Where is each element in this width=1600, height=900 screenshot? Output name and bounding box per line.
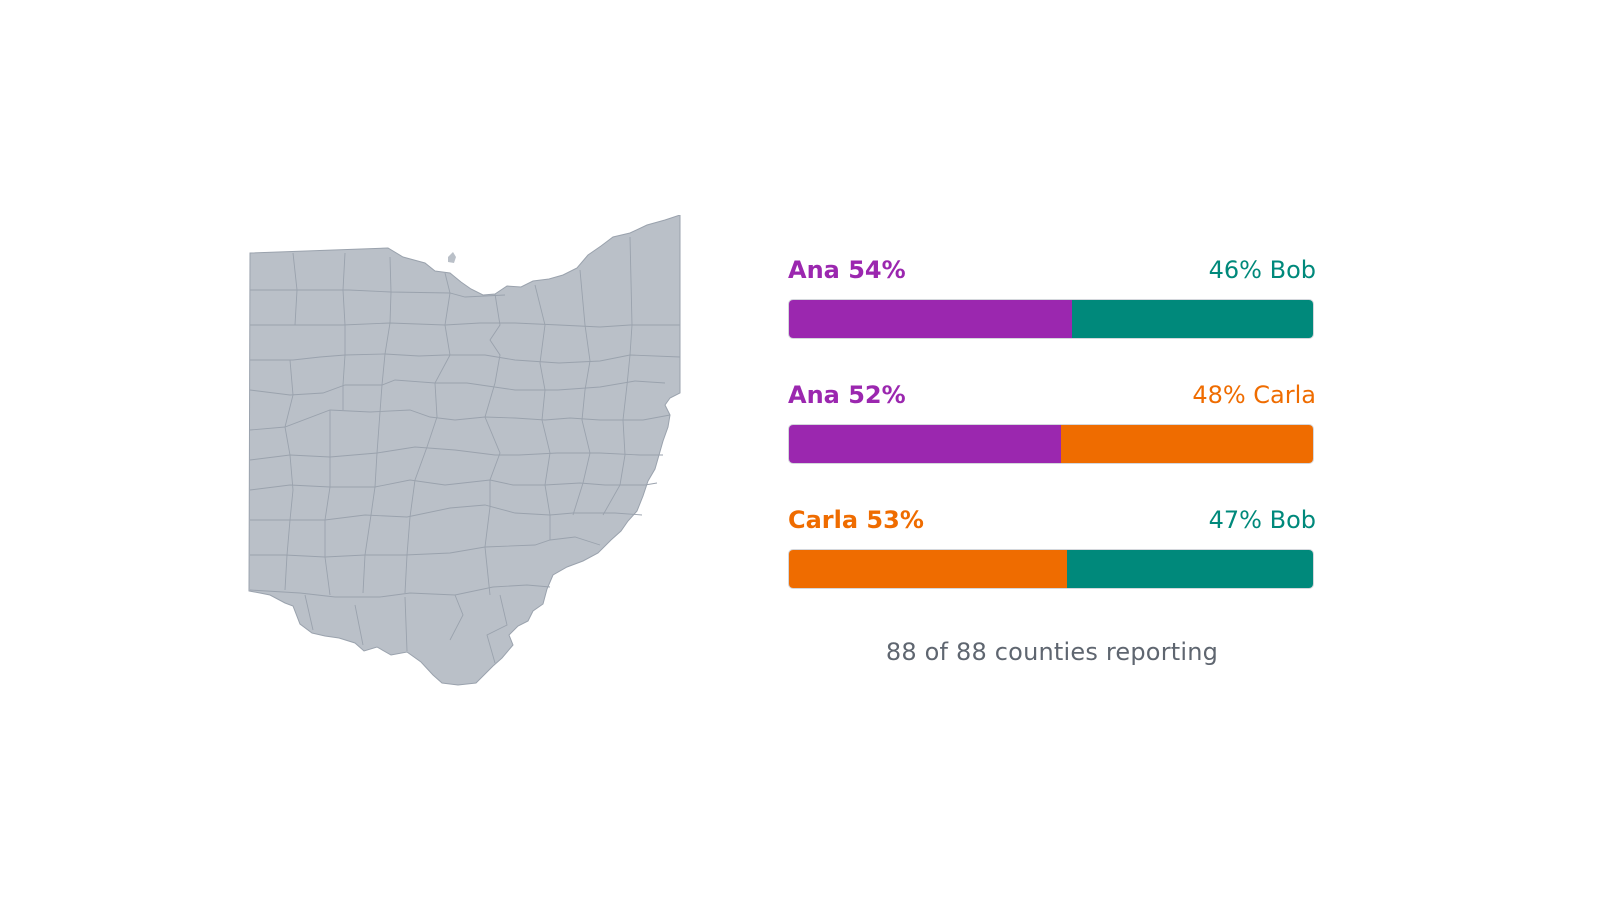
left-candidate-bar-segment bbox=[789, 300, 1072, 338]
right-candidate-bar-segment bbox=[1066, 550, 1313, 588]
lake-erie-island-icon bbox=[448, 252, 456, 263]
ohio-county-map-icon bbox=[245, 215, 690, 695]
matchup-row: Ana 52% 48% Carla bbox=[788, 380, 1316, 505]
matchup-row: Carla 53% 47% Bob bbox=[788, 505, 1316, 630]
matchup-bar bbox=[788, 549, 1314, 589]
counties-reporting-status: 88 of 88 counties reporting bbox=[885, 638, 1219, 666]
left-candidate-label: Carla 53% bbox=[788, 506, 924, 534]
county-borders bbox=[249, 236, 681, 664]
ohio-state-shape bbox=[248, 215, 681, 686]
right-candidate-bar-segment bbox=[1061, 425, 1313, 463]
matchup-row: Ana 54% 46% Bob bbox=[788, 255, 1316, 380]
right-candidate-label: 46% Bob bbox=[1208, 256, 1316, 284]
matchup-bar bbox=[788, 424, 1314, 464]
right-candidate-label: 48% Carla bbox=[1192, 381, 1316, 409]
left-candidate-label: Ana 54% bbox=[788, 256, 906, 284]
left-candidate-bar-segment bbox=[789, 550, 1067, 588]
right-candidate-bar-segment bbox=[1071, 300, 1313, 338]
right-candidate-label: 47% Bob bbox=[1208, 506, 1316, 534]
left-candidate-bar-segment bbox=[789, 425, 1062, 463]
left-candidate-label: Ana 52% bbox=[788, 381, 906, 409]
matchup-bar bbox=[788, 299, 1314, 339]
matchup-list: Ana 54% 46% Bob Ana 52% 48% Carla Carla … bbox=[788, 255, 1316, 630]
